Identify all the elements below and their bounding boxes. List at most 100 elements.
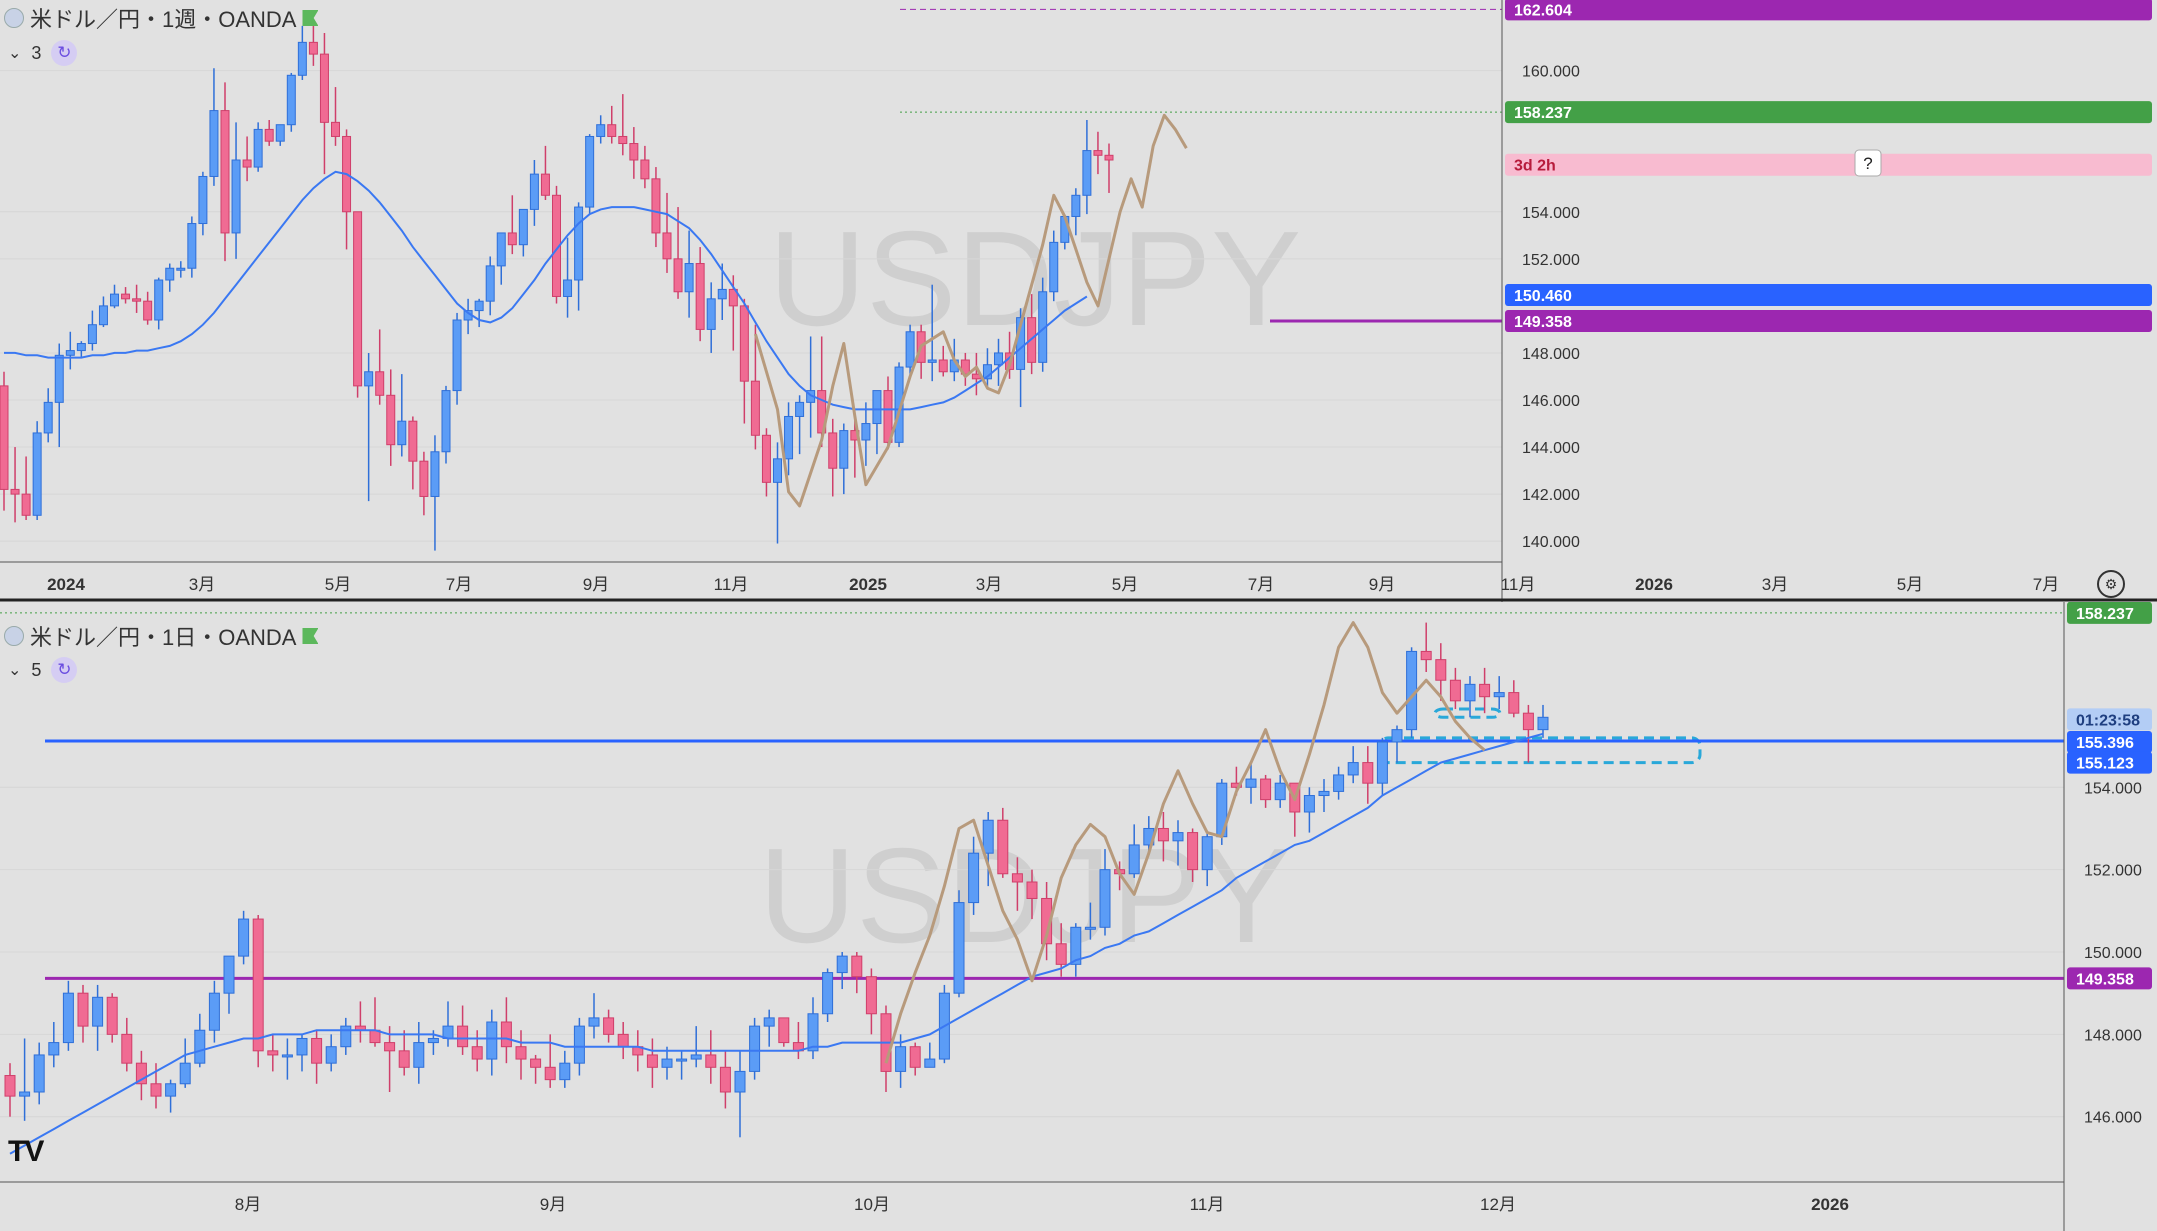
- candle-body: [486, 1021, 498, 1060]
- daily-chart-pane[interactable]: USDJPY154.000152.000150.000148.000146.00…: [0, 602, 2157, 1231]
- time-axis-label: 10月: [854, 1195, 890, 1214]
- candle-body: [308, 41, 318, 55]
- time-axis-label: 11月: [1501, 575, 1536, 594]
- candle-body: [1318, 790, 1330, 797]
- candle-body: [924, 1058, 936, 1068]
- question-marker[interactable]: ?: [1854, 149, 1882, 177]
- candle-body: [836, 955, 848, 974]
- candle-body: [286, 74, 296, 126]
- candle-body: [1537, 716, 1549, 731]
- weekly-chart-pane[interactable]: USDJPY160.000154.000152.000148.000146.00…: [0, 0, 2157, 602]
- candle-body: [596, 124, 606, 137]
- candle-body: [851, 955, 863, 978]
- candle-body: [728, 288, 738, 307]
- price-axis-label: 152.000: [2084, 863, 2142, 880]
- candle-body: [529, 173, 539, 210]
- candle-body: [1201, 836, 1213, 871]
- candle-body: [413, 1042, 425, 1068]
- candle-body: [773, 458, 782, 483]
- candle-body: [264, 128, 274, 142]
- top-indicators-toggle[interactable]: ⌄ 3 ↻: [8, 40, 78, 66]
- time-axis-label: 11月: [1190, 1195, 1225, 1214]
- candle-body: [1055, 943, 1067, 965]
- candle-body: [76, 343, 86, 352]
- top-symbol-header[interactable]: 米ドル／円・1週・OANDA: [4, 2, 319, 34]
- chevron-down-icon[interactable]: ⌄: [8, 45, 22, 62]
- price-axis-label: 160.000: [1522, 64, 1580, 81]
- candle-body: [223, 955, 235, 994]
- chevron-down-icon[interactable]: ⌄: [8, 662, 22, 679]
- candle-body: [507, 232, 517, 246]
- candle-body: [121, 293, 131, 300]
- question-marker-box: [1854, 149, 1882, 177]
- price-badge: [1505, 284, 2152, 307]
- candle-body: [457, 1025, 469, 1048]
- sync-icon[interactable]: ↻: [51, 40, 78, 66]
- question-marker-label: ?: [1863, 154, 1872, 173]
- candle-body: [1245, 778, 1257, 788]
- us-jp-flag-icon: [4, 626, 24, 646]
- candle-body: [297, 41, 307, 76]
- candle-body: [763, 1017, 775, 1027]
- candle-body: [1026, 881, 1038, 899]
- candle-body: [1049, 241, 1059, 293]
- candle-body: [441, 390, 451, 453]
- candle-body: [646, 1054, 658, 1068]
- candle-body: [1187, 832, 1199, 871]
- candle-body: [1435, 659, 1447, 681]
- tradingview-logo[interactable]: TV: [8, 1135, 44, 1168]
- candle-body: [98, 305, 108, 326]
- candle-body: [559, 1062, 571, 1081]
- bottom-indicator-count: 5: [31, 659, 42, 680]
- candle-body: [331, 121, 340, 137]
- chart-settings-icon[interactable]: ⚙: [2097, 570, 2125, 598]
- time-axis-label: 2025: [849, 575, 887, 594]
- candle-body: [540, 173, 550, 196]
- candle-body: [705, 1054, 717, 1068]
- sync-icon[interactable]: ↻: [51, 657, 78, 683]
- candle-body: [165, 267, 175, 281]
- price-badge: [2067, 967, 2152, 990]
- candle-body: [994, 352, 1003, 366]
- candle-body: [1082, 150, 1092, 196]
- candle-body: [640, 159, 650, 180]
- price-axis-label: 152.000: [1522, 252, 1580, 269]
- time-axis-label: 5月: [1112, 575, 1138, 594]
- candle-body: [364, 371, 374, 387]
- candle-body: [143, 300, 153, 321]
- price-badge-label: 149.358: [2076, 971, 2134, 988]
- bottom-symbol-title: 米ドル／円・1日・OANDA: [30, 625, 297, 650]
- candle-body: [121, 1033, 133, 1064]
- candle-body: [1522, 712, 1534, 731]
- price-badge-label: 149.358: [1514, 314, 1572, 331]
- candle-body: [32, 432, 42, 516]
- candle-body: [33, 1054, 45, 1093]
- candle-body: [690, 1054, 702, 1060]
- candle-body: [982, 819, 994, 854]
- price-badge-label: 158.237: [1514, 105, 1572, 122]
- bottom-symbol-header[interactable]: 米ドル／円・1日・OANDA: [4, 620, 319, 652]
- candle-body: [905, 331, 915, 368]
- time-axis-label: 7月: [1248, 575, 1274, 594]
- hand-drawn-path: [753, 113, 1188, 508]
- candle-body: [1128, 844, 1140, 875]
- candle-body: [77, 992, 89, 1027]
- candle-body: [563, 279, 573, 297]
- moving-average-line: [4, 170, 1088, 411]
- top-symbol-title: 米ドル／円・1週・OANDA: [30, 7, 297, 32]
- time-axis-label: 5月: [325, 575, 351, 594]
- candle-body: [10, 488, 20, 495]
- market-open-flag-icon: [302, 10, 319, 26]
- candle-body: [252, 918, 264, 1052]
- bottom-indicators-toggle[interactable]: ⌄ 5 ↻: [8, 657, 78, 683]
- candle-body: [296, 1037, 308, 1056]
- price-badge: [2067, 708, 2152, 731]
- candle-body: [319, 53, 329, 123]
- time-axis-label: 11月: [714, 575, 749, 594]
- candle-body: [739, 305, 749, 382]
- candle-body: [734, 1070, 746, 1093]
- candle-body: [353, 211, 363, 387]
- candle-body: [750, 380, 760, 436]
- candle-body: [500, 1021, 512, 1048]
